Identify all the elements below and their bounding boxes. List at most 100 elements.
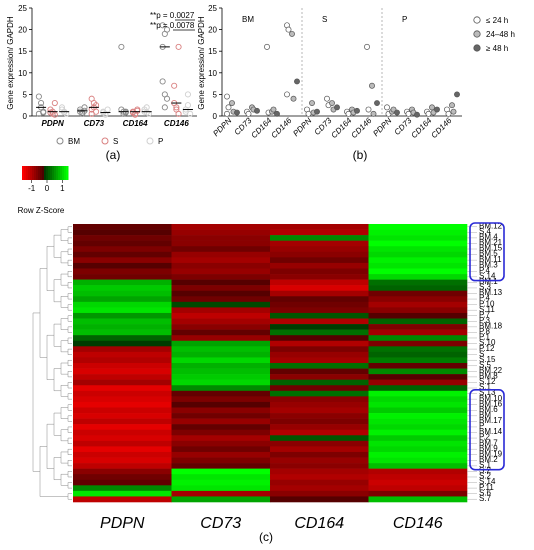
heatmap-cell (368, 407, 468, 414)
dendrogram-branch (60, 473, 68, 486)
colorbar-tick-label: -1 (28, 184, 36, 193)
heatmap-cell (73, 490, 172, 497)
panel-b-point (254, 107, 260, 114)
panel-a-point (163, 26, 171, 33)
panel-a-legend-label: S (113, 137, 118, 146)
heatmap-cell (270, 407, 369, 414)
dendrogram-branch (67, 448, 72, 455)
heatmap-cell (73, 268, 172, 275)
dendrogram-branch (53, 323, 61, 347)
heatmap-cell (368, 357, 468, 364)
panel-a-point (161, 104, 168, 111)
heatmap-cell (368, 229, 468, 236)
heatmap-cell (73, 485, 172, 492)
heatmap-cell (270, 429, 369, 436)
heatmap-row-label: BM.2 (479, 455, 498, 464)
heatmap-row-label: S.6 (479, 488, 492, 497)
heatmap-cell (73, 251, 172, 258)
heatmap-cell (171, 324, 271, 330)
panel-b-ytick-label: 15 (208, 47, 217, 56)
heatmap-cell (270, 257, 369, 264)
heatmap-cell (171, 279, 271, 286)
dendrogram-branch (67, 359, 72, 367)
panel-b-point (329, 100, 335, 106)
heatmap-cell (73, 401, 172, 408)
heatmap-cell (270, 268, 369, 275)
heatmap-row-label: P.4 (479, 294, 491, 303)
panel-a-point (134, 107, 141, 114)
dendrogram-branch (60, 407, 68, 419)
heatmap-cell (368, 251, 468, 258)
panel-b-group-label: P (402, 15, 407, 24)
heatmap-row-label: P.4 (479, 266, 491, 275)
heatmap-row-label: BM.12 (479, 221, 503, 230)
heatmap-cell (368, 279, 468, 286)
dendrogram-branch (67, 315, 72, 322)
heatmap-row-label: S.14 (479, 477, 496, 486)
heatmap-row-label: S.5 (479, 360, 492, 369)
heatmap-row-label: BM.18 (479, 322, 503, 331)
heatmap-cell (171, 396, 271, 403)
heatmap-cell (171, 390, 271, 397)
panel-b-point (434, 106, 440, 113)
panel-b-xtick-label: CD164 (329, 116, 353, 140)
panel-b-point (245, 110, 252, 117)
heatmap-cell (73, 418, 172, 425)
colorbar-segment (34, 166, 37, 180)
panel-a-point (184, 91, 191, 98)
dendrogram-branch (46, 334, 54, 380)
heatmap-column-label: PDPN (100, 515, 145, 532)
heatmap-cell (270, 385, 369, 392)
panel-b-point (334, 104, 340, 111)
heatmap-cell (171, 357, 271, 364)
heatmap-cell (270, 413, 369, 419)
heatmap-cell (368, 290, 468, 297)
heatmap-cell (171, 307, 271, 314)
heatmap-cell (73, 363, 172, 369)
heatmap-row-label: P.12 (479, 344, 495, 353)
heatmap-cell (270, 357, 369, 364)
panel-a-ytick-label: 20 (18, 26, 27, 35)
panel-b-point (374, 100, 380, 106)
heatmap-row-label: BM.17 (479, 416, 503, 425)
heatmap-cell (368, 385, 468, 392)
colorbar-tick-label: 0 (45, 184, 50, 193)
dendrogram-branch (60, 318, 68, 330)
panel-a-point (171, 82, 178, 89)
colorbar-segment (38, 166, 41, 180)
heatmap-cell (270, 379, 369, 386)
heatmap-cell (73, 463, 172, 469)
heatmap-row-label: BM.8 (479, 372, 498, 381)
panel-c-heatmap: -1 0 1 Row Z-Score BM.12S.4BM.4BM.21BM.15B… (18, 166, 505, 544)
heatmap-row-label: S.1 (479, 461, 492, 470)
heatmap-cell (171, 224, 271, 230)
heatmap-cell (270, 251, 369, 258)
heatmap-cell (73, 407, 172, 414)
heatmap-cell (368, 435, 468, 442)
dendrogram-branch (60, 451, 68, 464)
heatmap-cell (73, 429, 172, 436)
dendrogram-branch (60, 384, 68, 397)
colorbar-segment (22, 166, 25, 180)
colorbar-segment (36, 166, 39, 180)
dendrogram-branch (53, 412, 61, 436)
panel-a-ytick-label: 10 (18, 69, 27, 78)
heatmap-row-label: P.11 (479, 483, 494, 492)
heatmap-cell (368, 324, 468, 330)
dendrogram-branch (60, 362, 68, 375)
dendrogram-branch (67, 293, 72, 300)
heatmap-cell (171, 424, 271, 431)
panel-b-point (229, 100, 235, 106)
heatmap-row-label: P.2 (479, 433, 491, 442)
colorbar-segment (58, 166, 61, 180)
dendrogram-branch (60, 273, 68, 286)
colorbar-segment (32, 166, 35, 180)
heatmap-cell (368, 246, 468, 253)
dendrogram-branch (67, 371, 72, 378)
annotation-p1: **p = 0.0027 (150, 11, 195, 20)
heatmap-cell (73, 357, 172, 364)
heatmap-cell (270, 240, 369, 247)
dendrogram-branch (67, 382, 72, 389)
heatmap-row-label: S.2 (479, 472, 492, 481)
heatmap-cell (73, 257, 172, 264)
